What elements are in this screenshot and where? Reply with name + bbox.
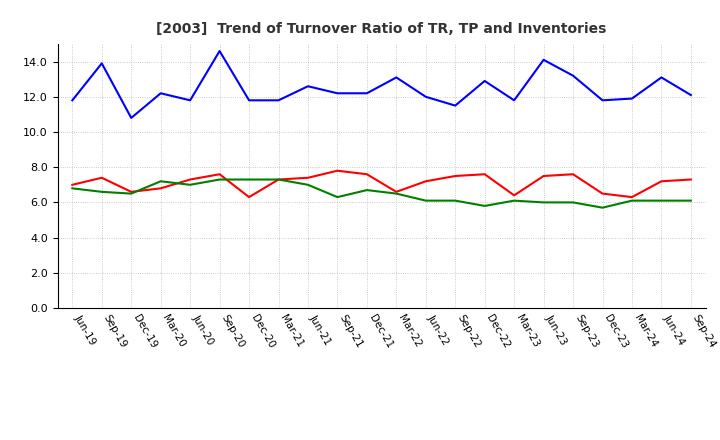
Trade Receivables: [687, 177, 696, 182]
Trade Receivables: [392, 189, 400, 194]
Trade Payables: [127, 115, 135, 121]
Trade Receivables: [274, 177, 283, 182]
Inventories: [304, 182, 312, 187]
Inventories: [186, 182, 194, 187]
Inventories: [539, 200, 548, 205]
Inventories: [274, 177, 283, 182]
Trade Receivables: [127, 189, 135, 194]
Inventories: [510, 198, 518, 203]
Trade Receivables: [598, 191, 607, 196]
Trade Payables: [97, 61, 106, 66]
Line: Trade Receivables: Trade Receivables: [72, 171, 691, 197]
Trade Payables: [68, 98, 76, 103]
Trade Payables: [628, 96, 636, 101]
Trade Payables: [392, 75, 400, 80]
Inventories: [333, 194, 342, 200]
Inventories: [392, 191, 400, 196]
Trade Receivables: [628, 194, 636, 200]
Inventories: [156, 179, 165, 184]
Title: [2003]  Trend of Turnover Ratio of TR, TP and Inventories: [2003] Trend of Turnover Ratio of TR, TP…: [156, 22, 607, 36]
Trade Payables: [156, 91, 165, 96]
Line: Inventories: Inventories: [72, 180, 691, 208]
Inventories: [657, 198, 666, 203]
Trade Receivables: [245, 194, 253, 200]
Trade Receivables: [304, 175, 312, 180]
Trade Payables: [245, 98, 253, 103]
Trade Payables: [421, 94, 430, 99]
Trade Receivables: [510, 193, 518, 198]
Trade Payables: [480, 78, 489, 84]
Trade Payables: [274, 98, 283, 103]
Trade Receivables: [156, 186, 165, 191]
Trade Payables: [363, 91, 372, 96]
Trade Receivables: [657, 179, 666, 184]
Inventories: [451, 198, 459, 203]
Inventories: [628, 198, 636, 203]
Trade Payables: [687, 92, 696, 98]
Trade Payables: [186, 98, 194, 103]
Inventories: [245, 177, 253, 182]
Inventories: [97, 189, 106, 194]
Trade Payables: [333, 91, 342, 96]
Trade Receivables: [480, 172, 489, 177]
Inventories: [215, 177, 224, 182]
Inventories: [363, 187, 372, 193]
Trade Receivables: [215, 172, 224, 177]
Trade Payables: [451, 103, 459, 108]
Trade Payables: [510, 98, 518, 103]
Inventories: [480, 203, 489, 209]
Trade Payables: [598, 98, 607, 103]
Trade Receivables: [186, 177, 194, 182]
Line: Trade Payables: Trade Payables: [72, 51, 691, 118]
Trade Payables: [657, 75, 666, 80]
Trade Receivables: [363, 172, 372, 177]
Inventories: [68, 186, 76, 191]
Trade Payables: [569, 73, 577, 78]
Trade Receivables: [97, 175, 106, 180]
Inventories: [421, 198, 430, 203]
Trade Receivables: [539, 173, 548, 179]
Inventories: [598, 205, 607, 210]
Trade Payables: [539, 57, 548, 62]
Trade Receivables: [333, 168, 342, 173]
Trade Payables: [304, 84, 312, 89]
Inventories: [127, 191, 135, 196]
Trade Receivables: [68, 182, 76, 187]
Inventories: [569, 200, 577, 205]
Trade Receivables: [569, 172, 577, 177]
Trade Receivables: [451, 173, 459, 179]
Trade Receivables: [421, 179, 430, 184]
Inventories: [687, 198, 696, 203]
Trade Payables: [215, 48, 224, 54]
